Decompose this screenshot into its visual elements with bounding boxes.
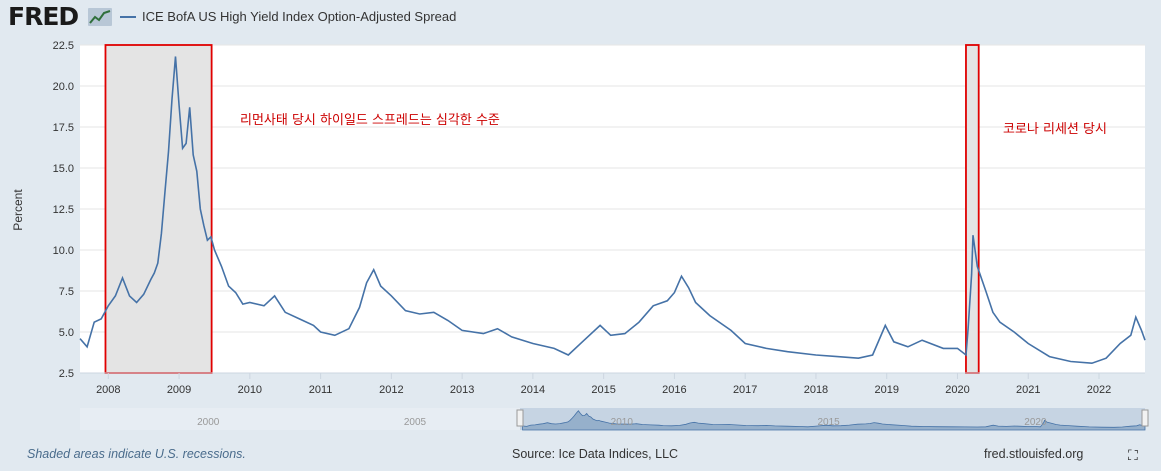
series-line	[79, 56, 1146, 365]
y-tick-label: 22.5	[53, 40, 74, 52]
x-tick-label: 2015	[591, 384, 615, 396]
y-axis-label: Percent	[11, 189, 25, 231]
x-tick-label: 2019	[874, 384, 898, 396]
recession-note: Shaded areas indicate U.S. recessions.	[27, 447, 246, 461]
navigator-selection[interactable]	[520, 408, 1145, 430]
y-tick-label: 20.0	[53, 81, 74, 93]
y-tick-label: 15.0	[53, 163, 74, 175]
x-tick-label: 2014	[521, 384, 545, 396]
x-tick-label: 2018	[804, 384, 828, 396]
x-tick-label: 2012	[379, 384, 403, 396]
recession-shading	[104, 44, 980, 374]
navigator-tick-label: 2020	[1024, 417, 1047, 428]
x-tick-label: 2011	[309, 384, 333, 396]
x-tick-label: 2021	[1016, 384, 1040, 396]
annotation-text: 코로나 리세션 당시	[1003, 122, 1107, 137]
annotation-text: 리먼사태 당시 하이일드 스프레드는 심각한 수준	[240, 113, 500, 128]
recession-band	[965, 45, 979, 373]
navigator-left-handle[interactable]	[516, 409, 524, 427]
navigator-area	[522, 410, 1146, 431]
y-axis-ticks: 2.5 5.0 7.5 10.0 12.5 15.0 17.5 20.0 22.5	[53, 40, 74, 380]
x-tick-label: 2013	[450, 384, 474, 396]
x-tick-label: 2008	[96, 384, 120, 396]
x-tick-label: 2020	[945, 384, 969, 396]
y-tick-label: 7.5	[59, 286, 74, 298]
x-tick-label: 2009	[167, 384, 191, 396]
source-note[interactable]: Source: Ice Data Indices, LLC	[512, 447, 679, 461]
fred-logo-chart-icon	[88, 8, 112, 26]
recession-band	[105, 45, 212, 373]
legend[interactable]: ICE BofA US High Yield Index Option-Adju…	[120, 9, 456, 24]
x-axis-ticks: 2008 2009 2010 2011 2012 2013 2014 2015 2016 2017…	[80, 372, 1145, 396]
site-link[interactable]: fred.stlouisfed.org	[984, 447, 1084, 461]
x-tick-label: 2016	[662, 384, 686, 396]
y-tick-label: 12.5	[53, 204, 74, 216]
y-tick-label: 2.5	[59, 368, 74, 380]
navigator-tick-label: 2000	[197, 417, 220, 428]
navigator-tick-label: 2010	[611, 417, 634, 428]
y-tick-label: 10.0	[53, 245, 74, 257]
navigator-tick-label: 2005	[404, 417, 427, 428]
navigator[interactable]: 2000 2005 2010 2015 2020	[80, 408, 1149, 431]
x-tick-label: 2017	[733, 384, 757, 396]
x-tick-label: 2010	[238, 384, 262, 396]
legend-swatch	[120, 15, 136, 18]
y-tick-label: 5.0	[59, 327, 74, 339]
fred-logo[interactable]: FRED	[8, 2, 79, 31]
navigator-right-handle[interactable]	[1141, 409, 1149, 427]
navigator-tick-label: 2015	[817, 417, 840, 428]
navigator-ticks: 2000 2005 2010 2015 2020	[197, 417, 1047, 428]
legend-label: ICE BofA US High Yield Index Option-Adju…	[142, 9, 457, 24]
chart-header: FRED ICE BofA US High Yield Index Option…	[0, 0, 1161, 34]
y-tick-label: 17.5	[53, 122, 74, 134]
x-tick-label: 2022	[1087, 384, 1111, 396]
fullscreen-icon[interactable]: ⛶	[1128, 447, 1138, 463]
